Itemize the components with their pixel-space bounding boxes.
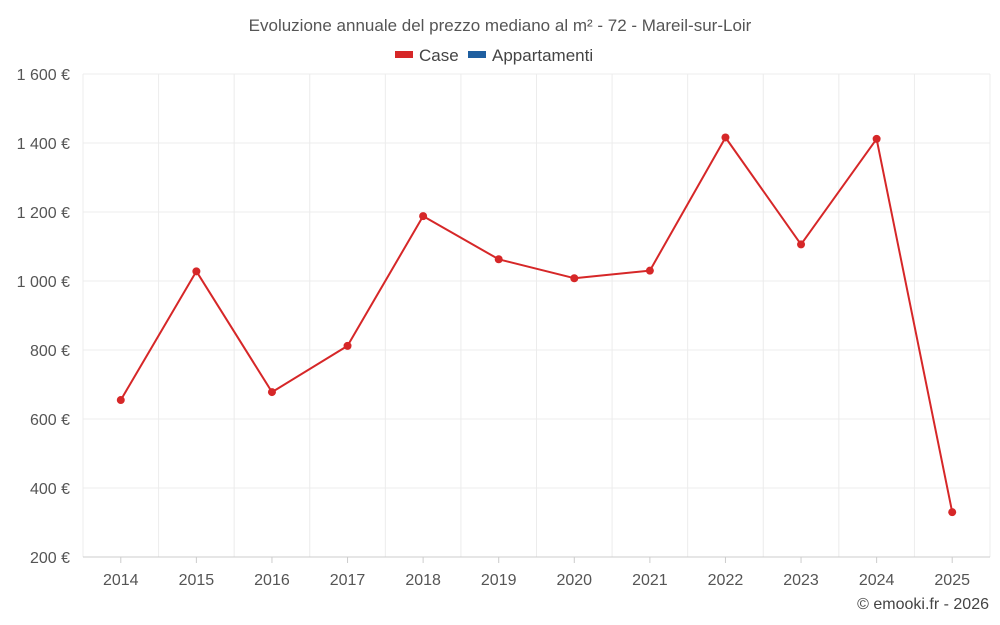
y-tick-label: 1 600 € (17, 67, 70, 84)
legend-swatch-appartamenti (468, 51, 486, 58)
x-axis-ticks: 2014 2015 2016 2017 2018 2019 2020 2021 2022 2023… (103, 557, 970, 589)
chart-title: Evoluzione annuale del prezzo mediano al… (249, 16, 752, 35)
x-tick-label: 2023 (783, 572, 819, 589)
data-point-case-2016[interactable] (267, 388, 276, 397)
legend: Case Appartamenti (395, 46, 593, 65)
x-tick-label: 2025 (934, 572, 970, 589)
legend-swatch-case (395, 51, 413, 58)
x-tick-label: 2024 (859, 572, 895, 589)
series-line-case (119, 136, 954, 513)
y-tick-label: 200 € (30, 550, 70, 567)
x-tick-label: 2016 (254, 572, 290, 589)
x-tick-label: 2015 (179, 572, 215, 589)
legend-item-case[interactable]: Case (395, 46, 459, 65)
x-tick-label: 2017 (330, 572, 366, 589)
data-point-case-2022[interactable] (721, 133, 730, 142)
data-point-case-2015[interactable] (192, 267, 201, 276)
y-tick-label: 400 € (30, 481, 70, 498)
x-tick-label: 2021 (632, 572, 668, 589)
x-tick-label: 2014 (103, 572, 139, 589)
data-point-case-2018[interactable] (419, 212, 428, 221)
data-point-case-2021[interactable] (645, 266, 654, 275)
x-tick-label: 2019 (481, 572, 517, 589)
data-point-case-2023[interactable] (797, 240, 806, 249)
x-tick-label: 2018 (405, 572, 441, 589)
data-point-case-2024[interactable] (872, 134, 881, 143)
data-point-case-2020[interactable] (570, 274, 579, 283)
grid (82, 73, 991, 558)
credit-text: © emooki.fr - 2026 (857, 596, 989, 613)
x-tick-label: 2022 (708, 572, 744, 589)
data-point-case-2014[interactable] (116, 396, 125, 405)
x-tick-label: 2020 (556, 572, 592, 589)
y-axis-ticks: 200 € 400 € 600 € 800 € 1 000 € 1 200 € 1 400 … (17, 67, 70, 567)
data-point-case-2017[interactable] (343, 341, 352, 350)
data-point-case-2025[interactable] (948, 508, 957, 517)
series-case (116, 133, 957, 517)
y-tick-label: 600 € (30, 412, 70, 429)
legend-label-case: Case (419, 46, 459, 65)
y-tick-label: 800 € (30, 343, 70, 360)
data-point-case-2019[interactable] (494, 255, 503, 264)
legend-label-appartamenti: Appartamenti (492, 46, 593, 65)
y-tick-label: 1 000 € (17, 274, 70, 291)
legend-item-appartamenti[interactable]: Appartamenti (468, 46, 593, 65)
y-tick-label: 1 200 € (17, 205, 70, 222)
y-tick-label: 1 400 € (17, 136, 70, 153)
